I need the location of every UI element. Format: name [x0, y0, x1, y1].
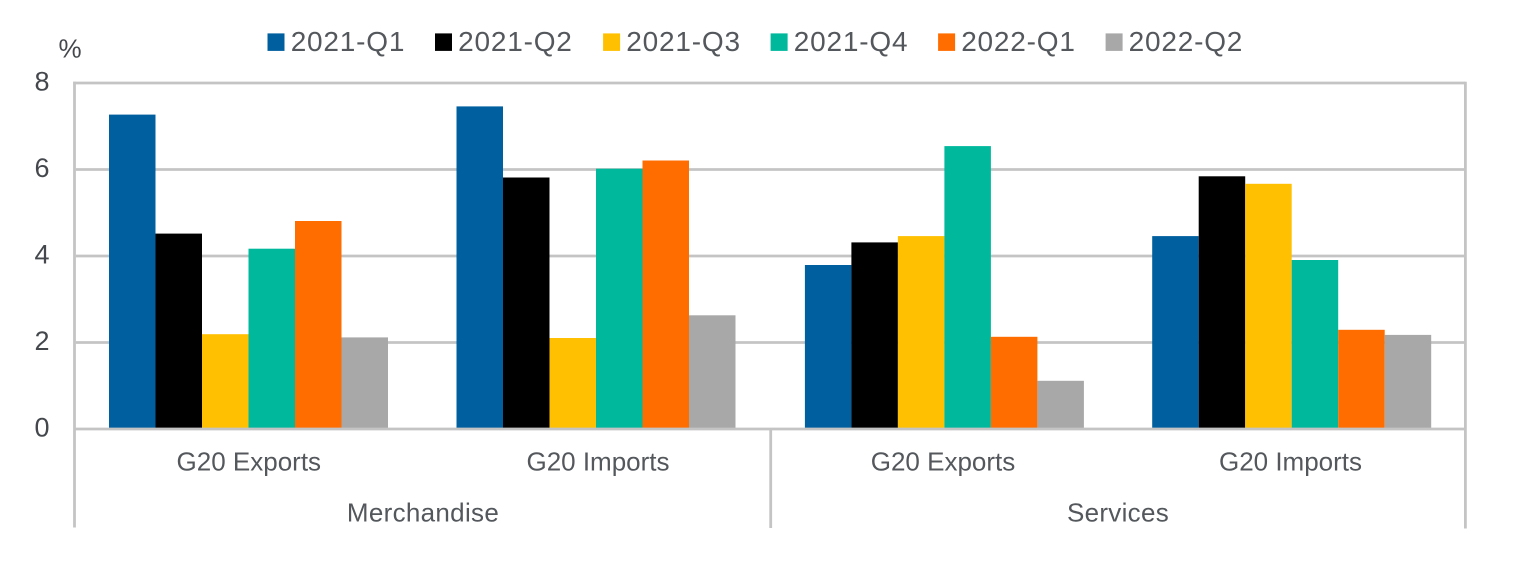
svg-text:2021-Q4: 2021-Q4	[794, 26, 909, 57]
svg-text:%: %	[58, 34, 81, 64]
svg-text:Services: Services	[1067, 498, 1169, 528]
svg-text:2: 2	[34, 326, 49, 356]
svg-text:G20 Imports: G20 Imports	[1219, 447, 1362, 477]
svg-text:4: 4	[34, 240, 49, 270]
svg-text:Merchandise: Merchandise	[347, 498, 499, 528]
svg-text:0: 0	[34, 413, 49, 443]
svg-text:2021-Q3: 2021-Q3	[626, 26, 741, 57]
svg-text:G20 Exports: G20 Exports	[177, 447, 322, 477]
svg-text:2021-Q1: 2021-Q1	[291, 26, 406, 57]
svg-text:G20 Imports: G20 Imports	[526, 447, 669, 477]
svg-text:6: 6	[34, 153, 49, 183]
svg-text:2022-Q2: 2022-Q2	[1129, 26, 1244, 57]
svg-text:2022-Q1: 2022-Q1	[961, 26, 1076, 57]
svg-text:8: 8	[34, 67, 49, 97]
svg-text:G20 Exports: G20 Exports	[871, 447, 1016, 477]
svg-text:2021-Q2: 2021-Q2	[458, 26, 573, 57]
